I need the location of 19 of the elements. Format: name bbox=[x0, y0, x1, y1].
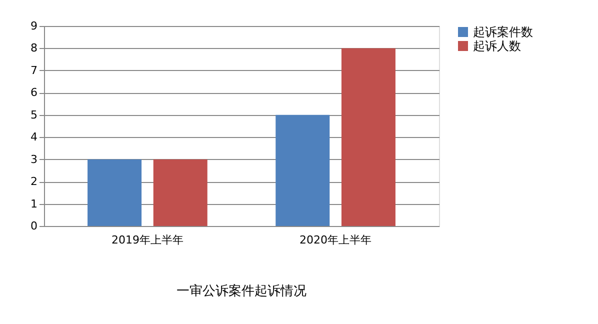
x-tick-label: 2019年上半年 bbox=[111, 234, 184, 246]
text: 一审公诉案件起诉情况 bbox=[176, 283, 306, 299]
y-tick-label: 9 bbox=[30, 20, 38, 32]
y-tick-label: 7 bbox=[30, 64, 38, 77]
bar bbox=[276, 114, 330, 226]
y-tick-label: 0 bbox=[30, 220, 38, 232]
y-tick-label: 1 bbox=[30, 197, 38, 210]
bar bbox=[153, 159, 208, 226]
bar bbox=[341, 48, 396, 226]
y-tick-label: 4 bbox=[30, 130, 38, 144]
legend-label: 起诉人数 bbox=[473, 39, 521, 53]
legend-label: 起诉案件数 bbox=[473, 25, 533, 39]
y-tick-label: 8 bbox=[30, 42, 38, 55]
y-tick-label: 5 bbox=[30, 108, 38, 122]
y-tick-label: 2 bbox=[30, 175, 38, 188]
x-tick-label: 2020年上半年 bbox=[300, 234, 372, 246]
bar bbox=[88, 159, 142, 226]
y-tick-label: 6 bbox=[30, 86, 38, 100]
y-tick-label: 3 bbox=[30, 152, 38, 166]
